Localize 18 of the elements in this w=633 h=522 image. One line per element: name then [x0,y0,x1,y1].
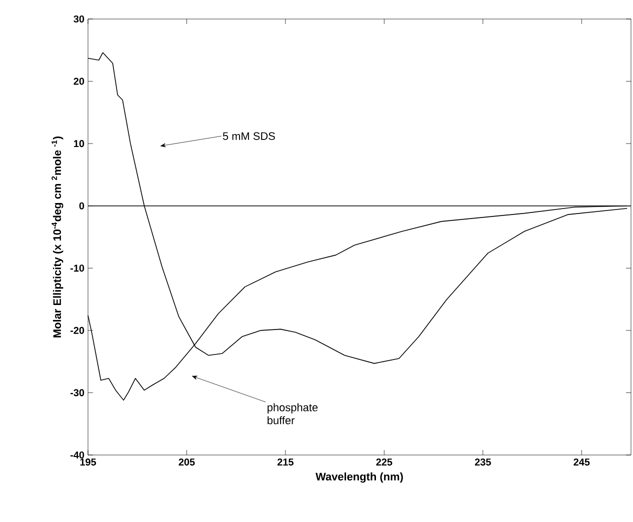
x-tick-label: 245 [574,458,590,466]
x-tick-label: 235 [474,458,491,466]
y-tick-label: 20 [74,78,84,85]
annotation: phosphate buffer [268,403,318,424]
y-tick-label: 10 [74,140,84,148]
y-tick-label: 0 [79,202,84,210]
x-tick-label: 215 [277,458,294,466]
y-tick-label: -20 [70,326,84,334]
y-tick-label: -40 [70,451,84,459]
y-axis-title: Molar Ellipticity (x 10$^{-4}$deg cm $^{2}$mole $^{-1}$) [52,136,64,338]
x-tick-label: 225 [376,458,392,466]
x-tick-label: 205 [178,458,195,466]
x-axis-title: Wavelength (nm) [316,472,403,483]
x-tick-label: 195 [80,458,96,466]
annotation: 5 mM SDS [222,132,275,140]
y-tick-label: -30 [70,389,84,396]
y-tick-label: -10 [70,264,84,272]
y-tick-label: 30 [74,15,84,23]
